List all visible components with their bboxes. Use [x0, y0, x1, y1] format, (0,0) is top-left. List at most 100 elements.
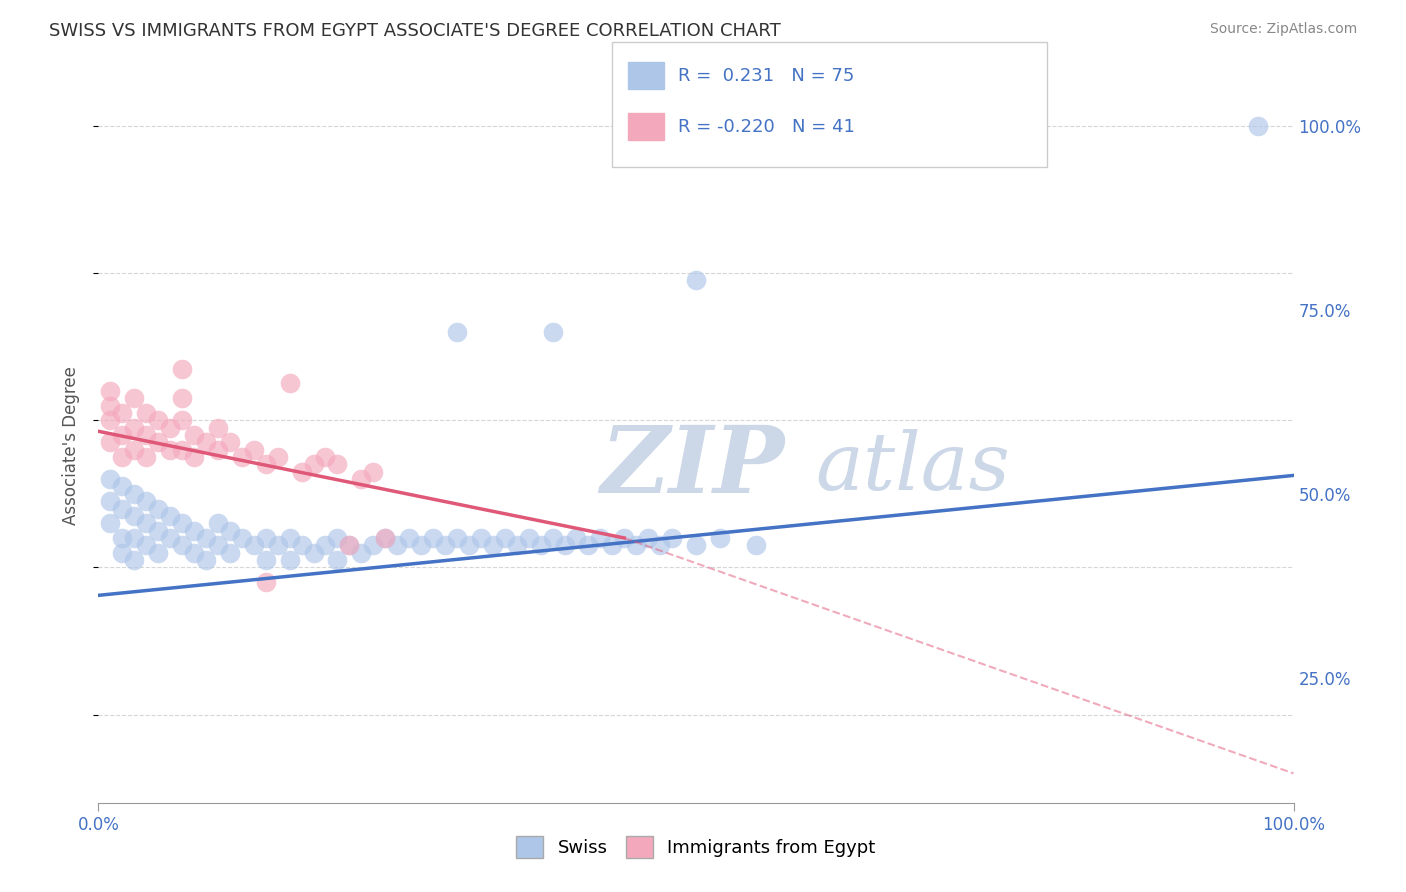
- Point: [148, 435, 170, 450]
- Point: [541, 325, 564, 339]
- Point: [446, 531, 468, 545]
- Point: [458, 538, 481, 552]
- Text: SWISS VS IMMIGRANTS FROM EGYPT ASSOCIATE'S DEGREE CORRELATION CHART: SWISS VS IMMIGRANTS FROM EGYPT ASSOCIATE…: [49, 22, 780, 40]
- Point: [481, 538, 505, 552]
- Point: [148, 413, 170, 427]
- Point: [494, 531, 516, 545]
- Point: [278, 531, 301, 545]
- Point: [422, 531, 444, 545]
- Point: [554, 538, 576, 552]
- Point: [172, 442, 194, 457]
- Point: [709, 531, 731, 545]
- Point: [326, 531, 349, 545]
- Point: [98, 413, 122, 427]
- Point: [98, 399, 122, 413]
- Point: [111, 531, 134, 545]
- Point: [506, 538, 529, 552]
- Point: [172, 391, 194, 405]
- Point: [111, 406, 134, 420]
- Point: [231, 450, 253, 464]
- Point: [374, 531, 396, 545]
- Point: [326, 458, 349, 472]
- Point: [124, 487, 146, 501]
- Point: [124, 553, 146, 567]
- Point: [207, 516, 229, 531]
- Point: [124, 508, 146, 523]
- Point: [219, 524, 242, 538]
- Point: [267, 450, 290, 464]
- Point: [302, 546, 325, 560]
- Point: [626, 538, 648, 552]
- Point: [350, 472, 373, 486]
- Point: [159, 508, 181, 523]
- Point: [302, 458, 325, 472]
- Point: [111, 546, 134, 560]
- Point: [148, 524, 170, 538]
- Point: [326, 553, 349, 567]
- Point: [291, 465, 314, 479]
- Point: [207, 538, 229, 552]
- Point: [267, 538, 290, 552]
- Text: R = -0.220   N = 41: R = -0.220 N = 41: [678, 118, 855, 136]
- Point: [135, 406, 157, 420]
- Point: [1247, 119, 1270, 133]
- Point: [602, 538, 624, 552]
- Point: [243, 442, 266, 457]
- Point: [530, 538, 553, 552]
- Point: [278, 553, 301, 567]
- Point: [111, 428, 134, 442]
- Point: [315, 538, 337, 552]
- Point: [745, 538, 768, 552]
- Point: [124, 391, 146, 405]
- Point: [315, 450, 337, 464]
- Point: [613, 531, 636, 545]
- Point: [339, 538, 361, 552]
- Point: [411, 538, 433, 552]
- Point: [135, 450, 157, 464]
- Point: [243, 538, 266, 552]
- Point: [207, 420, 229, 434]
- Point: [350, 546, 373, 560]
- Point: [254, 458, 277, 472]
- Point: [470, 531, 492, 545]
- Point: [291, 538, 314, 552]
- Text: R =  0.231   N = 75: R = 0.231 N = 75: [678, 67, 853, 85]
- Point: [363, 538, 385, 552]
- Point: [278, 376, 301, 391]
- Point: [589, 531, 612, 545]
- Point: [637, 531, 659, 545]
- Point: [517, 531, 540, 545]
- Text: atlas: atlas: [815, 429, 1011, 506]
- Point: [661, 531, 683, 545]
- Point: [446, 325, 468, 339]
- Point: [195, 531, 218, 545]
- Point: [183, 450, 205, 464]
- Point: [148, 546, 170, 560]
- Y-axis label: Associate's Degree: Associate's Degree: [62, 367, 80, 525]
- Point: [195, 435, 218, 450]
- Text: Source: ZipAtlas.com: Source: ZipAtlas.com: [1209, 22, 1357, 37]
- Point: [374, 531, 396, 545]
- Point: [183, 428, 205, 442]
- Point: [98, 435, 122, 450]
- Point: [124, 442, 146, 457]
- Point: [385, 538, 409, 552]
- Point: [254, 553, 277, 567]
- Point: [172, 361, 194, 376]
- Legend: Swiss, Immigrants from Egypt: Swiss, Immigrants from Egypt: [509, 829, 883, 865]
- Point: [159, 442, 181, 457]
- Point: [207, 442, 229, 457]
- Point: [565, 531, 588, 545]
- Point: [219, 435, 242, 450]
- Point: [135, 428, 157, 442]
- Point: [159, 420, 181, 434]
- Point: [98, 384, 122, 398]
- Point: [172, 516, 194, 531]
- Point: [124, 420, 146, 434]
- Point: [111, 450, 134, 464]
- Point: [111, 479, 134, 493]
- Point: [172, 538, 194, 552]
- Point: [254, 575, 277, 590]
- Point: [183, 546, 205, 560]
- Point: [219, 546, 242, 560]
